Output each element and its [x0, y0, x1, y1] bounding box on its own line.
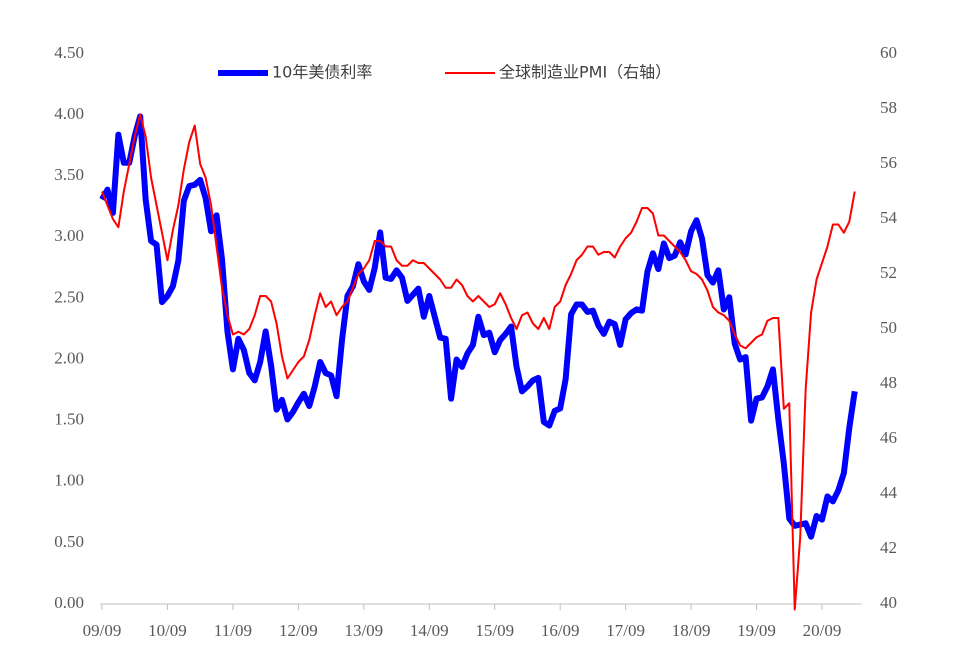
y-tick-label: 0.00: [54, 593, 84, 612]
y-tick-label: 2.00: [54, 348, 84, 367]
x-tick-label: 13/09: [344, 621, 383, 640]
x-tick-label: 18/09: [672, 621, 711, 640]
x-tick-label: 09/09: [83, 621, 122, 640]
x-tick-label: 19/09: [737, 621, 776, 640]
y2-tick-label: 60: [880, 43, 897, 62]
y2-tick-label: 50: [880, 318, 897, 337]
y2-tick-label: 58: [880, 98, 897, 117]
y2-tick-label: 56: [880, 153, 897, 172]
y-tick-label: 1.00: [54, 471, 84, 490]
legend-label: 10年美债利率: [272, 63, 372, 82]
y-tick-label: 4.00: [54, 104, 84, 123]
series-line: [99, 113, 858, 540]
y-tick-label: 3.50: [54, 165, 84, 184]
y-tick-label: 1.50: [54, 410, 84, 429]
x-tick-label: 20/09: [803, 621, 842, 640]
y2-tick-label: 44: [880, 483, 898, 502]
series-line: [101, 113, 856, 611]
y2-tick-label: 40: [880, 593, 897, 612]
x-tick-label: 12/09: [279, 621, 318, 640]
x-tick-label: 11/09: [214, 621, 252, 640]
x-tick-label: 14/09: [410, 621, 449, 640]
y-tick-label: 3.00: [54, 226, 84, 245]
y2-tick-label: 54: [880, 208, 898, 227]
y-tick-label: 4.50: [54, 43, 84, 62]
x-tick-label: 10/09: [148, 621, 187, 640]
y-tick-label: 2.50: [54, 287, 84, 306]
y2-tick-label: 42: [880, 538, 897, 557]
y-tick-label: 0.50: [54, 532, 84, 551]
y2-tick-label: 46: [880, 428, 897, 447]
x-tick-label: 16/09: [541, 621, 580, 640]
y2-tick-label: 48: [880, 373, 897, 392]
x-tick-label: 15/09: [475, 621, 514, 640]
legend-label: 全球制造业PMI（右轴）: [499, 63, 671, 82]
y2-tick-label: 52: [880, 263, 897, 282]
x-tick-label: 17/09: [606, 621, 645, 640]
